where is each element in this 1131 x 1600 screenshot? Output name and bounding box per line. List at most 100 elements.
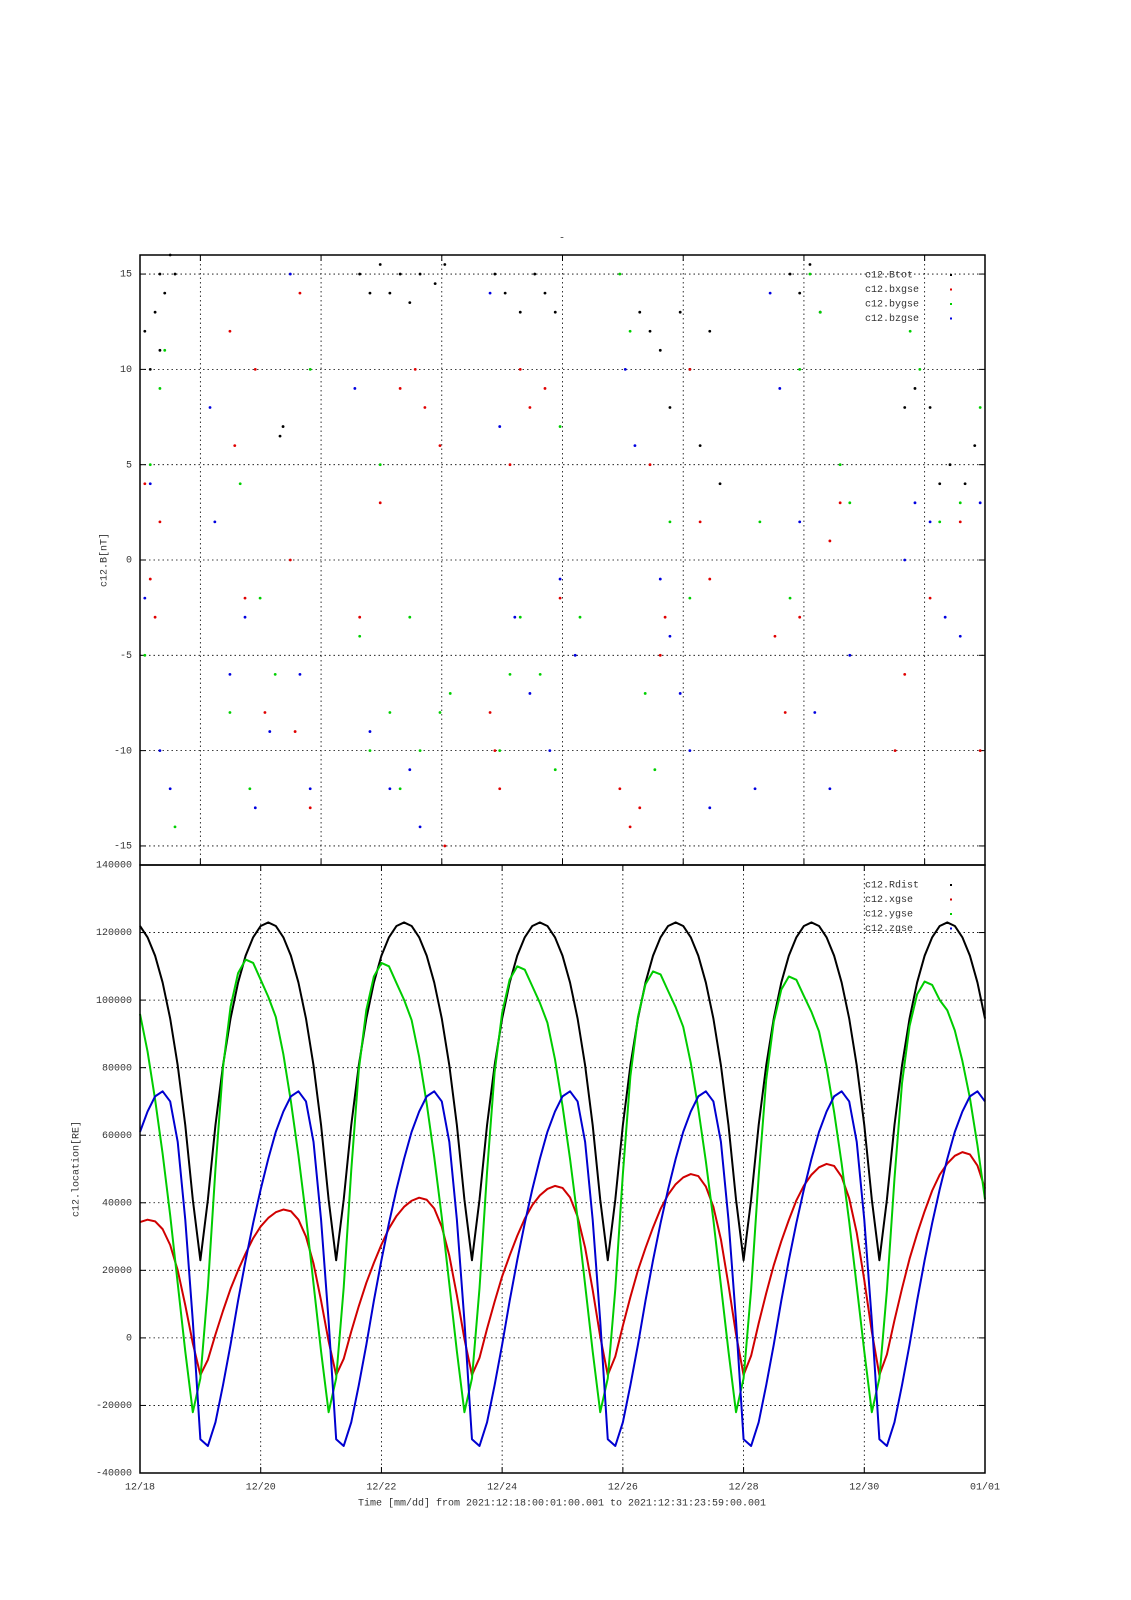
data-point <box>281 425 285 428</box>
data-point <box>153 310 157 314</box>
data-point <box>168 787 172 791</box>
data-point <box>688 749 692 753</box>
legend-marker <box>950 303 952 305</box>
y-tick-label: 40000 <box>102 1198 132 1209</box>
data-point <box>378 463 382 467</box>
y-tick-label: -10 <box>114 746 132 757</box>
data-point <box>408 615 412 619</box>
data-point <box>538 672 542 676</box>
data-point <box>838 463 842 467</box>
data-point <box>448 692 452 695</box>
data-point <box>163 348 167 352</box>
y-tick-label: 0 <box>126 1334 132 1345</box>
data-point <box>893 749 897 753</box>
data-point <box>308 806 312 810</box>
y-axis-label: c12.B[nT] <box>99 533 111 587</box>
data-point <box>918 367 922 371</box>
data-point <box>248 787 252 791</box>
data-point <box>418 749 422 753</box>
y-axis-label: c12.location[RE] <box>71 1121 83 1217</box>
data-line <box>139 921 986 1262</box>
x-tick-label: 12/22 <box>366 1482 396 1494</box>
x-tick-label: 12/20 <box>246 1482 276 1494</box>
legend-marker <box>950 884 952 886</box>
data-point <box>913 387 917 390</box>
data-point <box>253 806 257 810</box>
data-point <box>978 501 982 505</box>
data-point <box>963 482 967 486</box>
data-point <box>798 520 802 524</box>
legend-label: c12.Btot <box>865 271 913 282</box>
data-point <box>438 444 442 448</box>
data-point <box>628 825 632 829</box>
x-tick-label: 12/26 <box>608 1482 638 1494</box>
data-point <box>243 615 247 619</box>
y-tick-label: 20000 <box>102 1266 132 1277</box>
data-point <box>503 291 507 295</box>
data-point <box>973 444 977 448</box>
y-tick-label: 5 <box>126 460 132 471</box>
data-point <box>398 272 402 276</box>
data-point <box>418 272 422 276</box>
data-point <box>708 806 712 810</box>
data-point <box>263 711 267 714</box>
data-point <box>508 672 512 676</box>
data-point <box>668 406 672 409</box>
y-tick-label: 10 <box>120 365 132 376</box>
data-point <box>143 653 147 657</box>
data-point <box>488 291 492 295</box>
data-point <box>148 463 152 467</box>
data-point <box>413 367 417 371</box>
data-point <box>508 463 512 467</box>
data-point <box>708 329 712 333</box>
legend-label: c12.Rdist <box>865 880 919 892</box>
data-point <box>148 577 152 581</box>
data-point <box>228 672 232 676</box>
data-point <box>903 672 907 676</box>
data-point <box>783 711 787 714</box>
data-point <box>148 482 152 486</box>
data-point <box>173 272 177 276</box>
data-point <box>623 367 627 371</box>
data-point <box>368 730 372 733</box>
y-tick-label: 0 <box>126 556 132 567</box>
data-point <box>443 263 447 266</box>
data-point <box>638 806 642 810</box>
x-tick-label: 12/28 <box>729 1482 759 1494</box>
data-point <box>528 692 532 695</box>
data-point <box>813 711 817 714</box>
data-point <box>718 482 722 486</box>
data-point <box>848 501 852 505</box>
data-point <box>678 310 682 314</box>
data-point <box>158 348 162 352</box>
data-point <box>708 577 712 581</box>
data-point <box>808 263 812 266</box>
data-point <box>358 634 362 638</box>
data-point <box>928 596 932 600</box>
data-point <box>798 291 802 295</box>
data-point <box>433 282 437 285</box>
data-point <box>903 406 907 409</box>
data-point <box>278 434 282 438</box>
data-point <box>253 367 257 371</box>
data-point <box>498 787 502 791</box>
data-point <box>528 406 532 409</box>
data-point <box>948 463 952 467</box>
y-tick-label: 140000 <box>96 861 132 872</box>
data-point <box>358 272 362 276</box>
data-point <box>158 387 162 390</box>
y-tick-label: -40000 <box>96 1469 132 1480</box>
data-point <box>368 749 372 753</box>
data-point <box>553 310 557 314</box>
data-point <box>978 406 982 409</box>
data-point <box>688 596 692 600</box>
data-point <box>158 520 162 524</box>
data-point <box>513 615 517 619</box>
data-point <box>238 482 242 486</box>
data-point <box>418 825 422 829</box>
y-tick-label: 60000 <box>102 1131 132 1142</box>
data-point <box>553 768 557 772</box>
data-point <box>838 501 842 505</box>
data-point <box>358 615 362 619</box>
y-tick-label: -5 <box>120 651 132 662</box>
